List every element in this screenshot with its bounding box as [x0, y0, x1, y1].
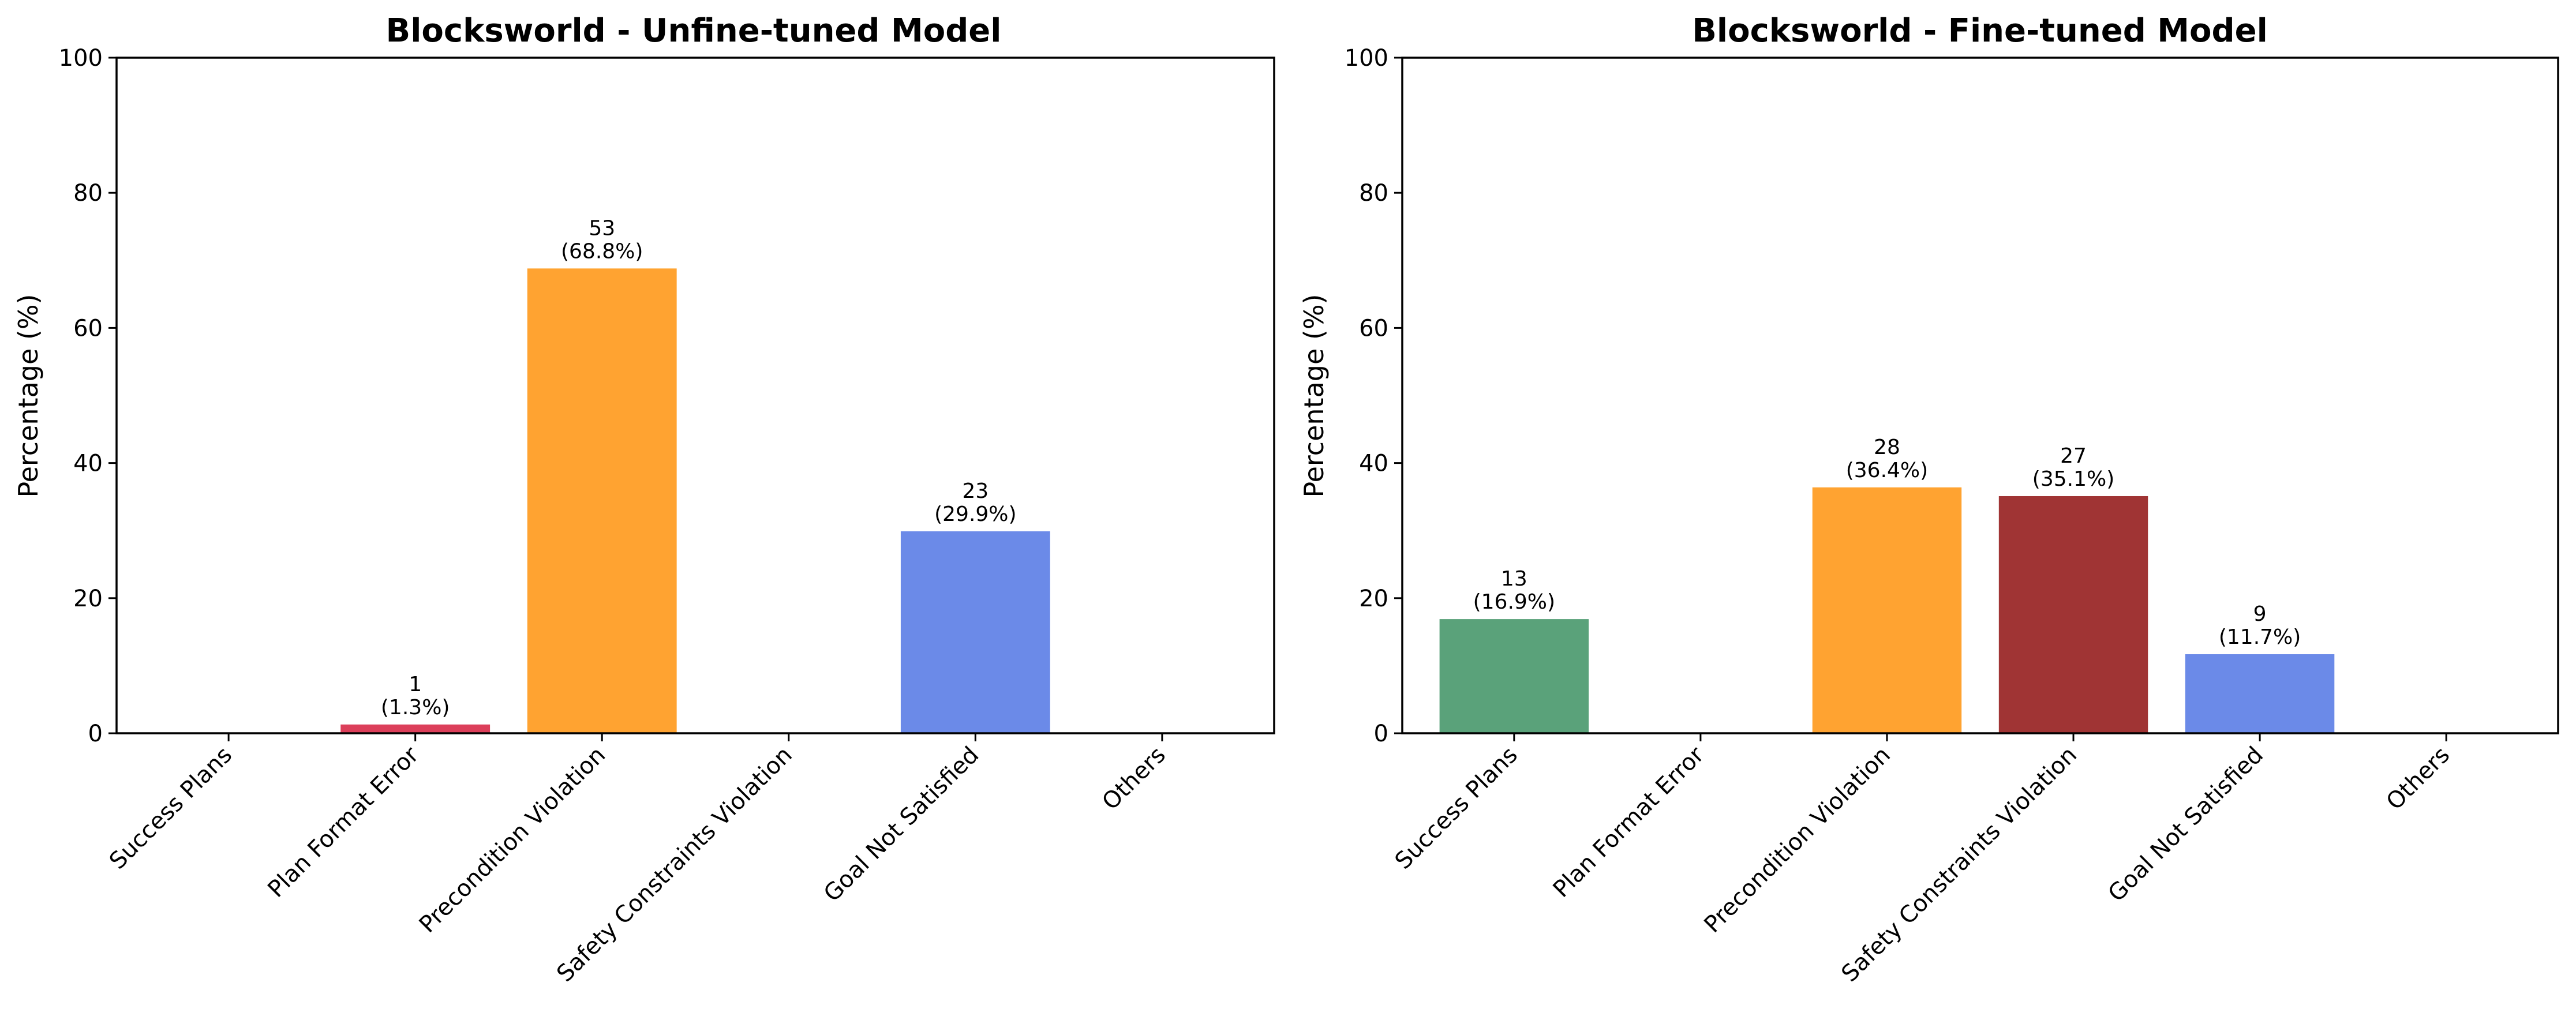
y-tick-label: 80 — [1359, 180, 1388, 207]
data-label: 28 (36.4%) — [1846, 436, 1928, 482]
chart-title: Blocksworld - Unfine-tuned Model — [386, 12, 1002, 50]
y-tick-label: 0 — [88, 721, 103, 747]
y-axis-label: Percentage (%) — [13, 294, 44, 498]
bar-group — [340, 268, 1050, 733]
data-label-group: 13 (16.9%) 28 (36.4%) 27 (35.1%) 9 (11.7%) — [1473, 436, 2301, 649]
bar-goal-not-satisfied — [900, 531, 1050, 733]
y-tick-label: 40 — [1359, 451, 1388, 477]
y-tick-group: 0 20 40 60 80 100 — [59, 45, 117, 747]
bar-group — [1439, 487, 2335, 733]
data-label: 53 (68.8%) — [561, 216, 643, 263]
bar-plan-format-error — [340, 724, 491, 733]
plot-frame — [115, 57, 1275, 734]
y-tick-label: 100 — [1345, 45, 1388, 72]
y-tick-label: 0 — [1374, 721, 1388, 747]
data-label: 27 (35.1%) — [2032, 444, 2114, 491]
y-tick-label: 40 — [73, 451, 103, 477]
y-tick-label: 60 — [73, 315, 103, 342]
data-label-group: 1 (1.3%) 53 (68.8%) 23 (29.9%) — [381, 216, 1017, 719]
bar-goal-not-satisfied — [2185, 654, 2335, 733]
bar-precondition-violation — [1812, 487, 1962, 733]
bar-precondition-violation — [527, 268, 677, 733]
data-label: 13 (16.9%) — [1473, 567, 1555, 614]
y-tick-label: 20 — [73, 586, 103, 612]
data-label: 9 (11.7%) — [2219, 602, 2301, 649]
bar-safety-constraints-violation — [1998, 496, 2148, 733]
y-tick-label: 100 — [59, 45, 103, 72]
y-axis-label: Percentage (%) — [1298, 294, 1330, 498]
data-label: 23 (29.9%) — [934, 479, 1016, 526]
y-tick-label: 20 — [1359, 586, 1388, 612]
plot-frame — [1401, 57, 2559, 734]
y-tick-label: 80 — [73, 180, 103, 207]
bar-success-plans — [1439, 619, 1589, 733]
chart-title: Blocksworld - Fine-tuned Model — [1692, 12, 2268, 50]
y-tick-label: 60 — [1359, 315, 1388, 342]
data-label: 1 (1.3%) — [381, 673, 450, 719]
y-tick-group: 0 20 40 60 80 100 — [1345, 45, 1402, 747]
